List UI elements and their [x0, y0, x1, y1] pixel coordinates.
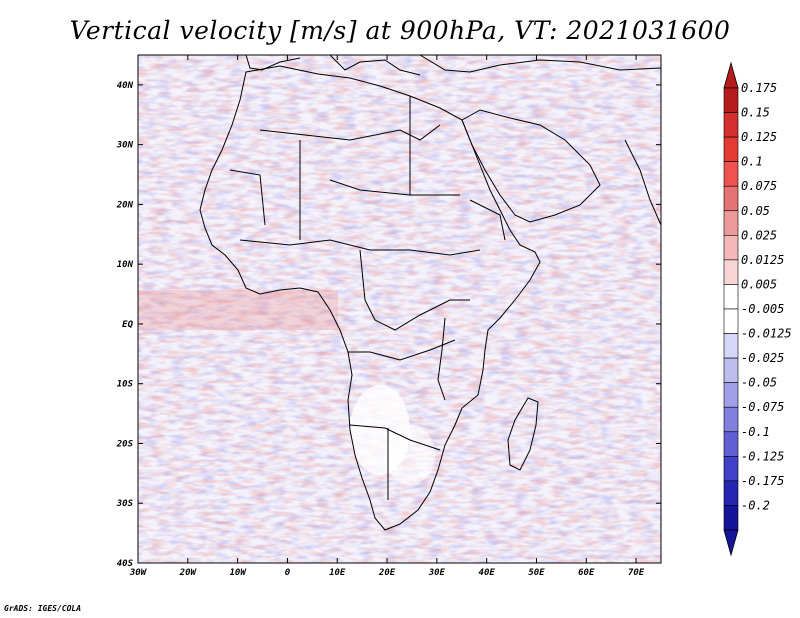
colorbar-top-arrow — [723, 61, 739, 89]
map-title: Vertical velocity [m/s] at 900hPa, VT: 2… — [69, 16, 731, 45]
lat-tick-label: 30N — [116, 141, 134, 151]
colorbar-label: -0.005 — [741, 302, 784, 316]
colorbar-bottom-arrow — [723, 529, 739, 557]
lat-tick-label: 20S — [116, 439, 134, 449]
lon-tick-label: 40E — [479, 568, 496, 578]
colorbar-label: 0.025 — [741, 228, 777, 242]
credit-label: GrADS: IGES/COLA — [4, 604, 82, 613]
lon-tick-label: 30W — [129, 568, 148, 578]
colorbar-label: 0.1 — [741, 155, 763, 169]
colorbar-label: -0.0125 — [741, 327, 792, 341]
colorbar-label: -0.075 — [741, 400, 784, 414]
lon-tick-label: 0 — [285, 568, 291, 578]
colorbar-swatch — [723, 259, 739, 285]
lat-tick-label: 10N — [117, 260, 134, 270]
colorbar-label: -0.175 — [741, 474, 784, 488]
colorbar-swatch — [723, 406, 739, 433]
colorbar-swatch — [723, 87, 739, 113]
colorbar-swatch — [723, 136, 739, 162]
lon-tick-label: 70E — [628, 568, 645, 578]
colorbar-swatch — [723, 333, 739, 359]
colorbar-swatch — [723, 161, 739, 187]
coastlines — [199, 55, 661, 531]
colorbar-swatch — [723, 185, 739, 212]
lon-tick-label: 10E — [329, 568, 346, 578]
lon-tick-label: 30E — [428, 568, 446, 578]
colorbar-swatch — [723, 382, 739, 408]
colorbar-swatch — [723, 308, 739, 334]
colorbar-swatch — [723, 480, 739, 506]
colorbar-label: -0.025 — [741, 351, 784, 365]
colorbar-swatch — [723, 284, 739, 310]
colorbar-swatch — [723, 235, 739, 261]
lon-tick-label: 50E — [528, 568, 545, 578]
lat-tick-label: 20N — [116, 200, 134, 210]
colorbar-label: -0.1 — [741, 425, 770, 439]
colorbar-swatch — [723, 210, 739, 236]
colorbar-label: 0.075 — [741, 179, 777, 193]
colorbar-swatch — [723, 505, 739, 531]
colorbar-label: 0.005 — [741, 277, 777, 291]
colorbar-label: -0.125 — [741, 449, 784, 463]
colorbar: 0.175 0.15 0.125 0.1 0.075 0.05 0.025 0.0125 0.0… — [723, 61, 792, 557]
lon-tick-label: 60E — [578, 568, 595, 578]
colorbar-swatch — [723, 112, 739, 138]
lat-tick-label: 40S — [117, 559, 134, 569]
latitude-axis: 40N 30N 20N 10N EQ 10S 20S 30S 40S — [116, 81, 661, 569]
lon-tick-label: 10W — [229, 568, 247, 578]
colorbar-label: -0.2 — [741, 498, 770, 512]
velocity-field — [138, 55, 661, 563]
colorbar-label: 0.05 — [741, 204, 770, 218]
longitude-axis: 30W 20W 10W 0 10E 20E 30E 40E 50E 60E 70E — [129, 55, 645, 578]
colorbar-swatch — [723, 456, 739, 482]
lat-tick-label: 30S — [116, 499, 134, 509]
lon-tick-label: 20W — [179, 568, 198, 578]
colorbar-label: -0.05 — [741, 376, 777, 390]
lat-tick-label: EQ — [122, 320, 133, 330]
colorbar-swatch — [723, 357, 739, 383]
map-frame — [137, 54, 662, 564]
lat-tick-label: 40N — [117, 81, 134, 91]
lat-tick-label: 10S — [117, 380, 134, 390]
colorbar-label: 0.15 — [741, 106, 770, 120]
colorbar-label: 0.175 — [741, 81, 777, 95]
colorbar-label: 0.0125 — [741, 253, 784, 267]
colorbar-label: 0.125 — [741, 130, 777, 144]
colorbar-swatch — [723, 431, 739, 457]
lon-tick-label: 20E — [378, 568, 396, 578]
